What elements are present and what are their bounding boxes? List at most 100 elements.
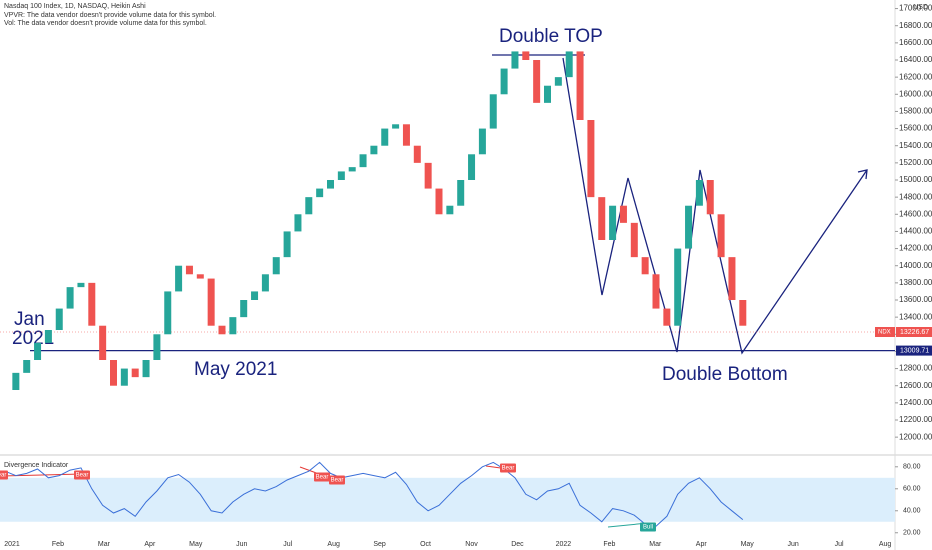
candle: [544, 85, 551, 103]
candle: [229, 317, 237, 335]
x-tick-label: Jul: [835, 541, 844, 548]
candle: [272, 257, 280, 275]
candle: [240, 300, 248, 318]
y-tick-label: 16600.00: [899, 38, 932, 47]
candle: [294, 214, 302, 232]
candle: [337, 171, 345, 180]
level-tag: [896, 345, 932, 356]
x-tick-label: Feb: [603, 541, 615, 548]
candle: [348, 167, 356, 172]
annotation: May 2021: [194, 359, 277, 380]
candle: [77, 282, 85, 288]
annotation: Jan: [14, 309, 45, 330]
x-tick-label: Jun: [788, 541, 799, 548]
candle: [717, 214, 725, 258]
y-tick-label: 15800.00: [899, 107, 932, 116]
candle: [392, 124, 400, 129]
x-tick-label: Mar: [98, 541, 111, 548]
candle: [359, 154, 367, 168]
annotation: 2021: [12, 328, 54, 349]
candle: [34, 342, 42, 360]
candle: [522, 51, 530, 60]
candle: [120, 368, 128, 386]
signal-tag: [74, 470, 90, 480]
candle: [88, 282, 96, 326]
candle: [251, 291, 259, 300]
x-tick-label: Jun: [236, 541, 247, 548]
y-tick-label: 17000.00: [899, 4, 932, 13]
signal-label: Bear: [316, 475, 329, 481]
x-tick-label: Sep: [373, 541, 386, 548]
candle: [609, 205, 617, 240]
signal-label: Bear: [502, 466, 515, 472]
y-tick-label: 13800.00: [899, 278, 932, 287]
signal-tag: [314, 472, 330, 482]
y-tick-label: 20.00: [903, 530, 921, 537]
candle: [587, 120, 595, 198]
candle: [652, 274, 660, 309]
signal-label: Bear: [331, 478, 344, 484]
candle: [413, 145, 421, 163]
y-tick-label: 13600.00: [899, 295, 932, 304]
x-tick-label: Nov: [465, 541, 478, 548]
x-tick-label: Jul: [283, 541, 292, 548]
candle: [316, 188, 324, 198]
y-tick-label: 15600.00: [899, 124, 932, 133]
symbol-label: NDX: [878, 330, 891, 336]
candle: [500, 68, 508, 95]
y-tick-label: 14000.00: [899, 261, 932, 270]
candle: [489, 94, 497, 129]
arrow-head: [857, 169, 868, 180]
signal-tag: [329, 475, 345, 485]
candle: [598, 197, 606, 240]
y-tick-label: 15200.00: [899, 158, 932, 167]
candle: [576, 51, 584, 120]
y-tick-label: 15400.00: [899, 141, 932, 150]
x-tick-label: Aug: [879, 541, 892, 548]
candle: [446, 205, 454, 215]
annotation: Double TOP: [499, 26, 603, 47]
candle: [457, 180, 465, 206]
level-label: 13009.71: [900, 347, 929, 354]
currency: USD: [913, 4, 928, 11]
y-tick-label: 14400.00: [899, 227, 932, 236]
y-tick-label: 15000.00: [899, 175, 932, 184]
candle: [327, 180, 334, 189]
candle: [706, 180, 714, 215]
candle: [511, 51, 519, 69]
candle: [283, 231, 291, 258]
indicator-title: Divergence Indicator: [4, 462, 69, 469]
candle: [685, 205, 693, 249]
indicator-line: [4, 461, 744, 527]
candle: [619, 205, 627, 223]
signal-label: Bear: [76, 473, 89, 479]
candle: [55, 308, 63, 330]
candle: [435, 188, 443, 215]
candle: [66, 287, 74, 309]
last-price-tag: [896, 326, 932, 337]
y-tick-label: 14600.00: [899, 209, 932, 218]
candle: [739, 300, 747, 326]
candle: [424, 162, 432, 189]
x-tick-label: Mar: [649, 541, 662, 548]
candle: [695, 180, 703, 206]
candle: [381, 128, 389, 146]
candle: [478, 128, 486, 155]
candle: [196, 274, 204, 279]
x-tick-label: May: [189, 541, 203, 548]
y-tick-label: 14800.00: [899, 192, 932, 201]
candle: [630, 222, 638, 258]
candle: [533, 60, 541, 103]
y-tick-label: 12200.00: [899, 415, 932, 424]
x-tick-label: Dec: [511, 541, 524, 548]
x-tick-label: Aug: [327, 541, 340, 548]
y-tick-label: 12800.00: [899, 364, 932, 373]
candle: [554, 77, 562, 86]
x-tick-label: 2022: [556, 541, 572, 548]
y-tick-label: 12600.00: [899, 381, 932, 390]
candle: [728, 257, 736, 300]
y-tick-label: 12000.00: [899, 432, 932, 441]
candle: [402, 124, 410, 146]
candle: [641, 257, 649, 275]
symbol-tag: [875, 326, 895, 337]
